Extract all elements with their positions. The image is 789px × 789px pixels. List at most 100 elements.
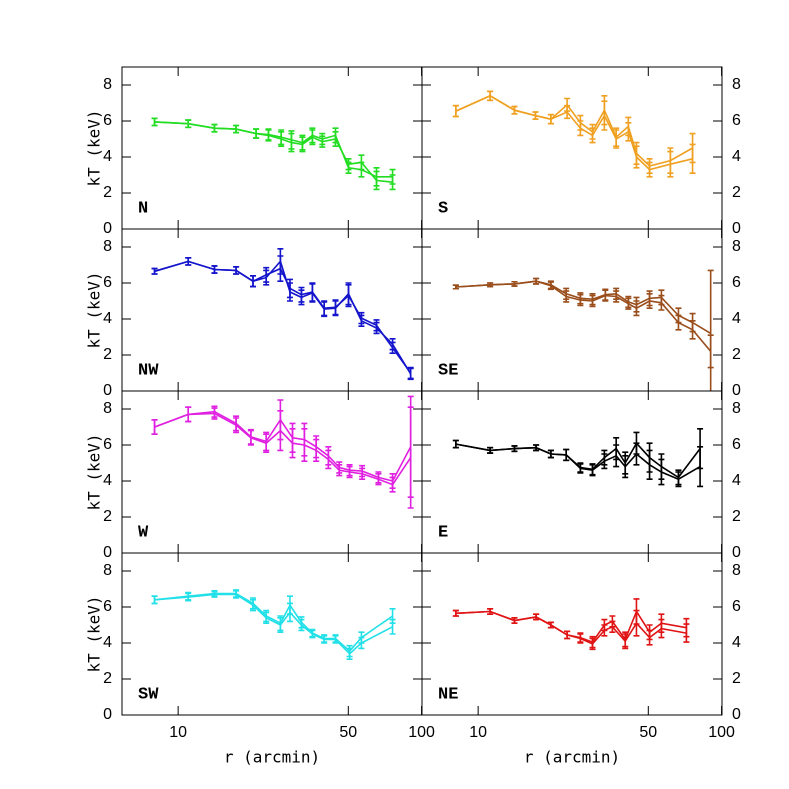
error-bar — [277, 617, 284, 633]
error-bar — [589, 294, 596, 308]
series-line — [455, 443, 701, 481]
y-tick-label: 6 — [732, 274, 741, 291]
error-bar — [675, 471, 682, 488]
x-tick-label: 10 — [169, 724, 187, 741]
y-tick-label: 0 — [103, 220, 112, 237]
error-bar — [299, 134, 306, 151]
error-bar — [286, 278, 293, 299]
y-tick-label: 4 — [732, 472, 741, 489]
y-tick-label: 0 — [103, 706, 112, 723]
error-bar — [358, 636, 365, 650]
y-tick-label: 2 — [103, 670, 112, 687]
error-bar — [707, 269, 714, 391]
error-bar — [185, 257, 192, 266]
error-bar — [589, 637, 596, 651]
y-tick-label: 8 — [103, 562, 112, 579]
error-bar — [707, 334, 714, 369]
error-bar — [547, 621, 554, 629]
error-bar — [601, 624, 608, 637]
error-bar — [253, 128, 260, 139]
y-tick-label: 6 — [732, 436, 741, 453]
panel-label: NW — [138, 361, 159, 380]
data — [452, 90, 696, 178]
error-bar — [389, 341, 396, 354]
error-bar — [211, 123, 218, 133]
error-bar — [286, 602, 293, 623]
error-bar — [185, 119, 192, 129]
error-bar — [288, 130, 295, 150]
y-axis-label: kT (keV) — [85, 595, 104, 672]
error-bar — [563, 448, 570, 462]
x-axis-label: r (arcmin) — [524, 748, 620, 767]
data — [151, 248, 414, 381]
y-tick-label: 2 — [732, 670, 741, 687]
y-axis-label: kT (keV) — [85, 433, 104, 510]
error-bar — [589, 464, 596, 477]
error-bar — [683, 623, 690, 643]
panel-label: SW — [138, 685, 159, 704]
error-bar — [602, 289, 609, 302]
error-bar — [247, 429, 254, 446]
error-bar — [563, 290, 570, 303]
panel: 0 2 4 6 8 SE — [421, 228, 741, 399]
y-tick-label: 4 — [103, 634, 112, 651]
error-bar — [345, 284, 352, 308]
panel-label: S — [438, 199, 448, 218]
error-bar — [646, 449, 653, 480]
error-bar — [249, 275, 256, 288]
error-bar — [309, 629, 316, 639]
y-tick-label: 8 — [732, 238, 741, 255]
series-line — [154, 121, 393, 183]
error-bar — [601, 453, 608, 470]
data — [452, 598, 690, 651]
error-bar — [589, 127, 596, 144]
error-bar — [622, 633, 629, 650]
error-bar — [564, 630, 571, 640]
panel-frame — [121, 66, 423, 230]
y-tick-label: 4 — [732, 634, 741, 651]
series-line — [455, 280, 712, 352]
x-tick-label: 100 — [408, 724, 435, 741]
series-line — [455, 94, 693, 167]
panel-frame — [421, 552, 723, 716]
error-bar — [533, 277, 540, 285]
error-bar — [151, 595, 158, 605]
error-bar — [263, 611, 270, 624]
error-bar — [185, 406, 192, 423]
panel: 0 2 4 6 8 10 50 100 kT (keV) r (arcmin) SW — [85, 552, 435, 767]
y-tick-label: 0 — [732, 706, 741, 723]
panel: 0 2 4 6 8 10 50 100 r (arcmin) NE — [421, 552, 741, 767]
error-bar — [697, 446, 704, 488]
y-tick-label: 4 — [103, 310, 112, 327]
series-line — [455, 280, 712, 335]
error-bar — [332, 299, 339, 316]
data — [452, 269, 714, 391]
y-axis-label: kT (keV) — [85, 109, 104, 186]
error-bar — [633, 300, 640, 317]
error-bar — [667, 150, 674, 178]
error-bar — [332, 635, 339, 644]
error-bar — [375, 473, 382, 486]
series-line — [154, 593, 393, 655]
error-bar — [211, 265, 218, 274]
error-bar — [609, 620, 616, 633]
error-bar — [301, 428, 308, 462]
series-line — [154, 259, 412, 375]
y-tick-label: 8 — [732, 76, 741, 93]
error-bar — [298, 286, 305, 303]
error-bar — [289, 428, 296, 459]
error-bar — [332, 127, 339, 144]
error-bar — [319, 132, 326, 146]
y-tick-label: 4 — [103, 472, 112, 489]
error-bar — [689, 143, 696, 174]
error-bar — [564, 104, 571, 120]
y-axis-label: kT (keV) — [85, 271, 104, 348]
error-bar — [547, 281, 554, 291]
y-tick-label: 6 — [732, 112, 741, 129]
panel-label: W — [138, 523, 149, 542]
panel-label: NE — [438, 685, 458, 704]
error-bar — [233, 266, 240, 275]
y-tick-label: 4 — [732, 148, 741, 165]
error-bar — [321, 635, 328, 644]
